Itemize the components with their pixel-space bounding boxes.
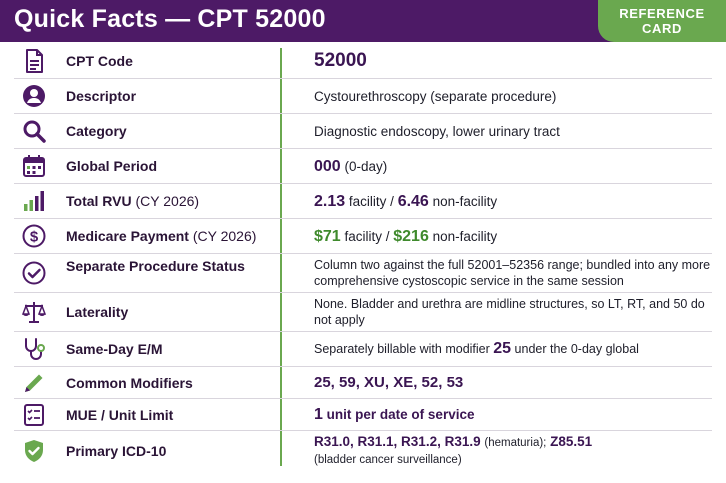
total-rvu-value: 2.13 facility / 6.46 non-facility <box>292 193 712 210</box>
header-bar: Quick Facts — CPT 52000 REFERENCE CARD <box>0 0 726 42</box>
payment-nonfacility-value: $216 <box>393 227 429 245</box>
checklist-icon <box>14 402 54 428</box>
icd10-codes-hematuria: R31.0, R31.1, R31.2, R31.9 <box>314 434 481 449</box>
cpt-code-value: 52000 <box>314 50 367 71</box>
medicare-payment-value: $71 facility / $216 non-facility <box>292 228 712 245</box>
descriptor-value: Cystourethroscopy (separate procedure) <box>314 88 557 104</box>
same-day-em-label: Same-Day E/M <box>66 341 163 357</box>
dollar-icon: $ <box>14 223 54 249</box>
icd10-note-surveillance: (bladder cancer surveillance) <box>314 454 462 466</box>
row-global-period: Global Period 000 (0-day) <box>14 149 712 184</box>
global-period-days: 000 <box>314 157 341 175</box>
global-period-note: (0-day) <box>344 158 388 174</box>
row-total-rvu: Total RVU (CY 2026) 2.13 facility / 6.46… <box>14 184 712 219</box>
cpt-code-label: CPT Code <box>66 53 133 69</box>
row-separate-procedure: Separate Procedure Status Column two aga… <box>14 254 712 293</box>
total-rvu-year: (CY 2026) <box>135 193 200 209</box>
row-cpt-code: CPT Code 52000 <box>14 44 712 79</box>
column-divider <box>280 48 282 466</box>
check-circle-icon <box>14 260 54 286</box>
same-day-em-modifier: 25 <box>493 340 512 357</box>
icd10-label: Primary ICD-10 <box>66 443 167 459</box>
global-period-label: Global Period <box>66 158 158 174</box>
row-category: Category Diagnostic endoscopy, lower uri… <box>14 114 712 149</box>
global-period-value: 000 (0-day) <box>292 158 712 175</box>
same-day-em-value: Separately billable with modifier 25 und… <box>292 340 712 358</box>
icd10-code-surveillance: Z85.51 <box>550 434 593 449</box>
rvu-nonfacility-value: 6.46 <box>397 192 429 210</box>
person-icon <box>14 83 54 109</box>
total-rvu-label: Total RVU <box>66 193 132 209</box>
mue-unit-text: unit per date of service <box>326 407 475 422</box>
payment-facility-value: $71 <box>314 227 341 245</box>
payment-facility-text: facility / <box>344 228 390 244</box>
stethoscope-icon <box>14 336 54 362</box>
rvu-nonfacility-text: non-facility <box>432 193 498 209</box>
category-value: Diagnostic endoscopy, lower urinary trac… <box>314 123 560 139</box>
shield-icon <box>14 438 54 464</box>
row-medicare-payment: $ Medicare Payment (CY 2026) $71 facilit… <box>14 219 712 254</box>
rvu-facility-value: 2.13 <box>314 192 346 210</box>
page-title: Quick Facts — CPT 52000 <box>14 5 326 33</box>
medicare-payment-label-wrap: Medicare Payment (CY 2026) <box>54 228 292 244</box>
total-rvu-label-wrap: Total RVU (CY 2026) <box>54 193 292 209</box>
row-icd10: Primary ICD-10 R31.0, R31.1, R31.2, R31.… <box>14 431 712 471</box>
same-day-em-text-post: under the 0-day global <box>514 342 639 356</box>
svg-text:$: $ <box>30 229 39 246</box>
scales-icon <box>14 299 54 325</box>
row-same-day-em: Same-Day E/M Separately billable with mo… <box>14 332 712 367</box>
common-modifiers-value: 25, 59, XU, XE, 52, 53 <box>314 374 464 391</box>
icd10-value: R31.0, R31.1, R31.2, R31.9 (hematuria); … <box>292 434 712 468</box>
calendar-icon <box>14 153 54 179</box>
laterality-label: Laterality <box>66 304 129 320</box>
mue-label: MUE / Unit Limit <box>66 406 174 423</box>
row-common-modifiers: Common Modifiers 25, 59, XU, XE, 52, 53 <box>14 367 712 399</box>
payment-nonfacility-text: non-facility <box>432 228 498 244</box>
icd10-note-hematuria: (hematuria); <box>484 437 547 449</box>
laterality-value: None. Bladder and urethra are midline st… <box>314 297 705 327</box>
badge-line-2: CARD <box>642 21 682 36</box>
document-icon <box>14 48 54 74</box>
rvu-facility-text: facility / <box>348 193 394 209</box>
row-mue: MUE / Unit Limit 1 unit per date of serv… <box>14 399 712 431</box>
badge-line-1: REFERENCE <box>619 6 705 21</box>
reference-card-badge: REFERENCE CARD <box>598 0 726 42</box>
separate-procedure-value: Column two against the full 52001–52356 … <box>314 258 711 288</box>
search-icon <box>14 118 54 144</box>
mue-unit-count: 1 <box>314 406 323 423</box>
common-modifiers-label: Common Modifiers <box>66 374 193 391</box>
row-descriptor: Descriptor Cystourethroscopy (separate p… <box>14 79 712 114</box>
same-day-em-text-pre: Separately billable with modifier <box>314 342 490 356</box>
facts-table: CPT Code 52000 Descriptor Cystourethrosc… <box>14 44 712 471</box>
category-label: Category <box>66 123 127 139</box>
descriptor-label: Descriptor <box>66 88 137 104</box>
medicare-payment-year: (CY 2026) <box>192 228 257 244</box>
mue-value: 1 unit per date of service <box>292 406 712 423</box>
pencil-icon <box>14 370 54 396</box>
separate-procedure-label: Separate Procedure Status <box>66 258 245 274</box>
row-laterality: Laterality None. Bladder and urethra are… <box>14 293 712 332</box>
bar-chart-icon <box>14 188 54 214</box>
medicare-payment-label: Medicare Payment <box>66 228 189 244</box>
